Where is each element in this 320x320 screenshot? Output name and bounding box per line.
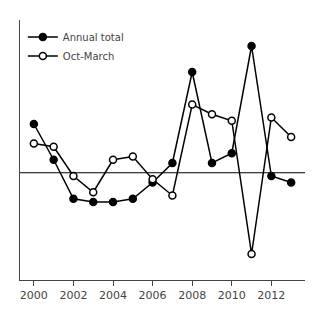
svg-text:2006: 2006: [139, 289, 167, 302]
svg-text:2004: 2004: [99, 289, 127, 302]
svg-text:Oct-March: Oct-March: [63, 51, 114, 62]
svg-text:2000: 2000: [20, 289, 48, 302]
svg-text:2002: 2002: [59, 289, 87, 302]
svg-text:2010: 2010: [218, 289, 246, 302]
svg-text:2008: 2008: [178, 289, 206, 302]
svg-text:Annual total: Annual total: [63, 32, 124, 43]
svg-text:2012: 2012: [257, 289, 285, 302]
